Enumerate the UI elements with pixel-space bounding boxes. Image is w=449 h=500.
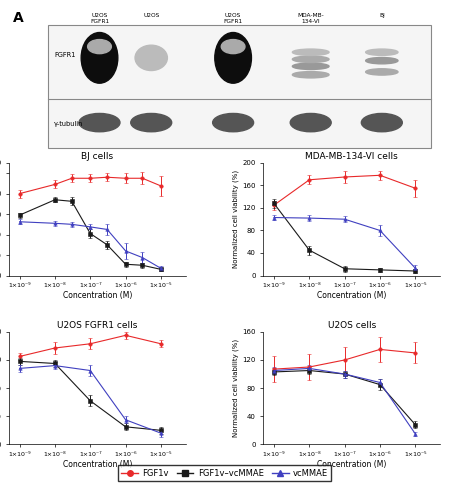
Text: MDA-MB-
134-VI: MDA-MB- 134-VI xyxy=(297,13,324,24)
Ellipse shape xyxy=(135,45,167,70)
Text: BJ: BJ xyxy=(379,13,385,18)
Text: FGFR1: FGFR1 xyxy=(54,52,75,58)
Ellipse shape xyxy=(221,40,245,54)
X-axis label: Concentration (M): Concentration (M) xyxy=(317,291,387,300)
Ellipse shape xyxy=(290,114,331,132)
Ellipse shape xyxy=(131,114,172,132)
Text: γ-tubulin: γ-tubulin xyxy=(54,121,84,127)
Text: U2OS: U2OS xyxy=(143,13,159,18)
Ellipse shape xyxy=(88,40,111,54)
Ellipse shape xyxy=(365,69,398,75)
Title: BJ cells: BJ cells xyxy=(81,152,113,160)
FancyBboxPatch shape xyxy=(48,26,431,148)
Text: U2OS
FGFR1: U2OS FGFR1 xyxy=(224,13,242,24)
Text: B: B xyxy=(9,163,20,177)
Text: U2OS
FGFR1: U2OS FGFR1 xyxy=(90,13,109,24)
Title: MDA-MB-134-VI cells: MDA-MB-134-VI cells xyxy=(305,152,398,160)
Text: A: A xyxy=(13,12,24,26)
Ellipse shape xyxy=(365,49,398,56)
Ellipse shape xyxy=(79,114,120,132)
Y-axis label: Normalized cell viability (%): Normalized cell viability (%) xyxy=(233,339,239,437)
Ellipse shape xyxy=(292,49,329,56)
Ellipse shape xyxy=(292,56,329,62)
X-axis label: Concentration (M): Concentration (M) xyxy=(62,460,132,469)
Title: U2OS FGFR1 cells: U2OS FGFR1 cells xyxy=(57,320,137,330)
Ellipse shape xyxy=(292,72,329,78)
Ellipse shape xyxy=(361,114,402,132)
Ellipse shape xyxy=(292,63,329,70)
X-axis label: Concentration (M): Concentration (M) xyxy=(62,291,132,300)
Ellipse shape xyxy=(365,58,398,64)
Ellipse shape xyxy=(215,32,251,83)
Y-axis label: Normalized cell viability (%): Normalized cell viability (%) xyxy=(233,170,239,268)
Ellipse shape xyxy=(213,114,254,132)
Legend: FGF1v, FGF1v–vcMMAE, vcMMAE: FGF1v, FGF1v–vcMMAE, vcMMAE xyxy=(118,466,331,481)
Title: U2OS cells: U2OS cells xyxy=(328,320,376,330)
Ellipse shape xyxy=(81,32,118,83)
X-axis label: Concentration (M): Concentration (M) xyxy=(317,460,387,469)
